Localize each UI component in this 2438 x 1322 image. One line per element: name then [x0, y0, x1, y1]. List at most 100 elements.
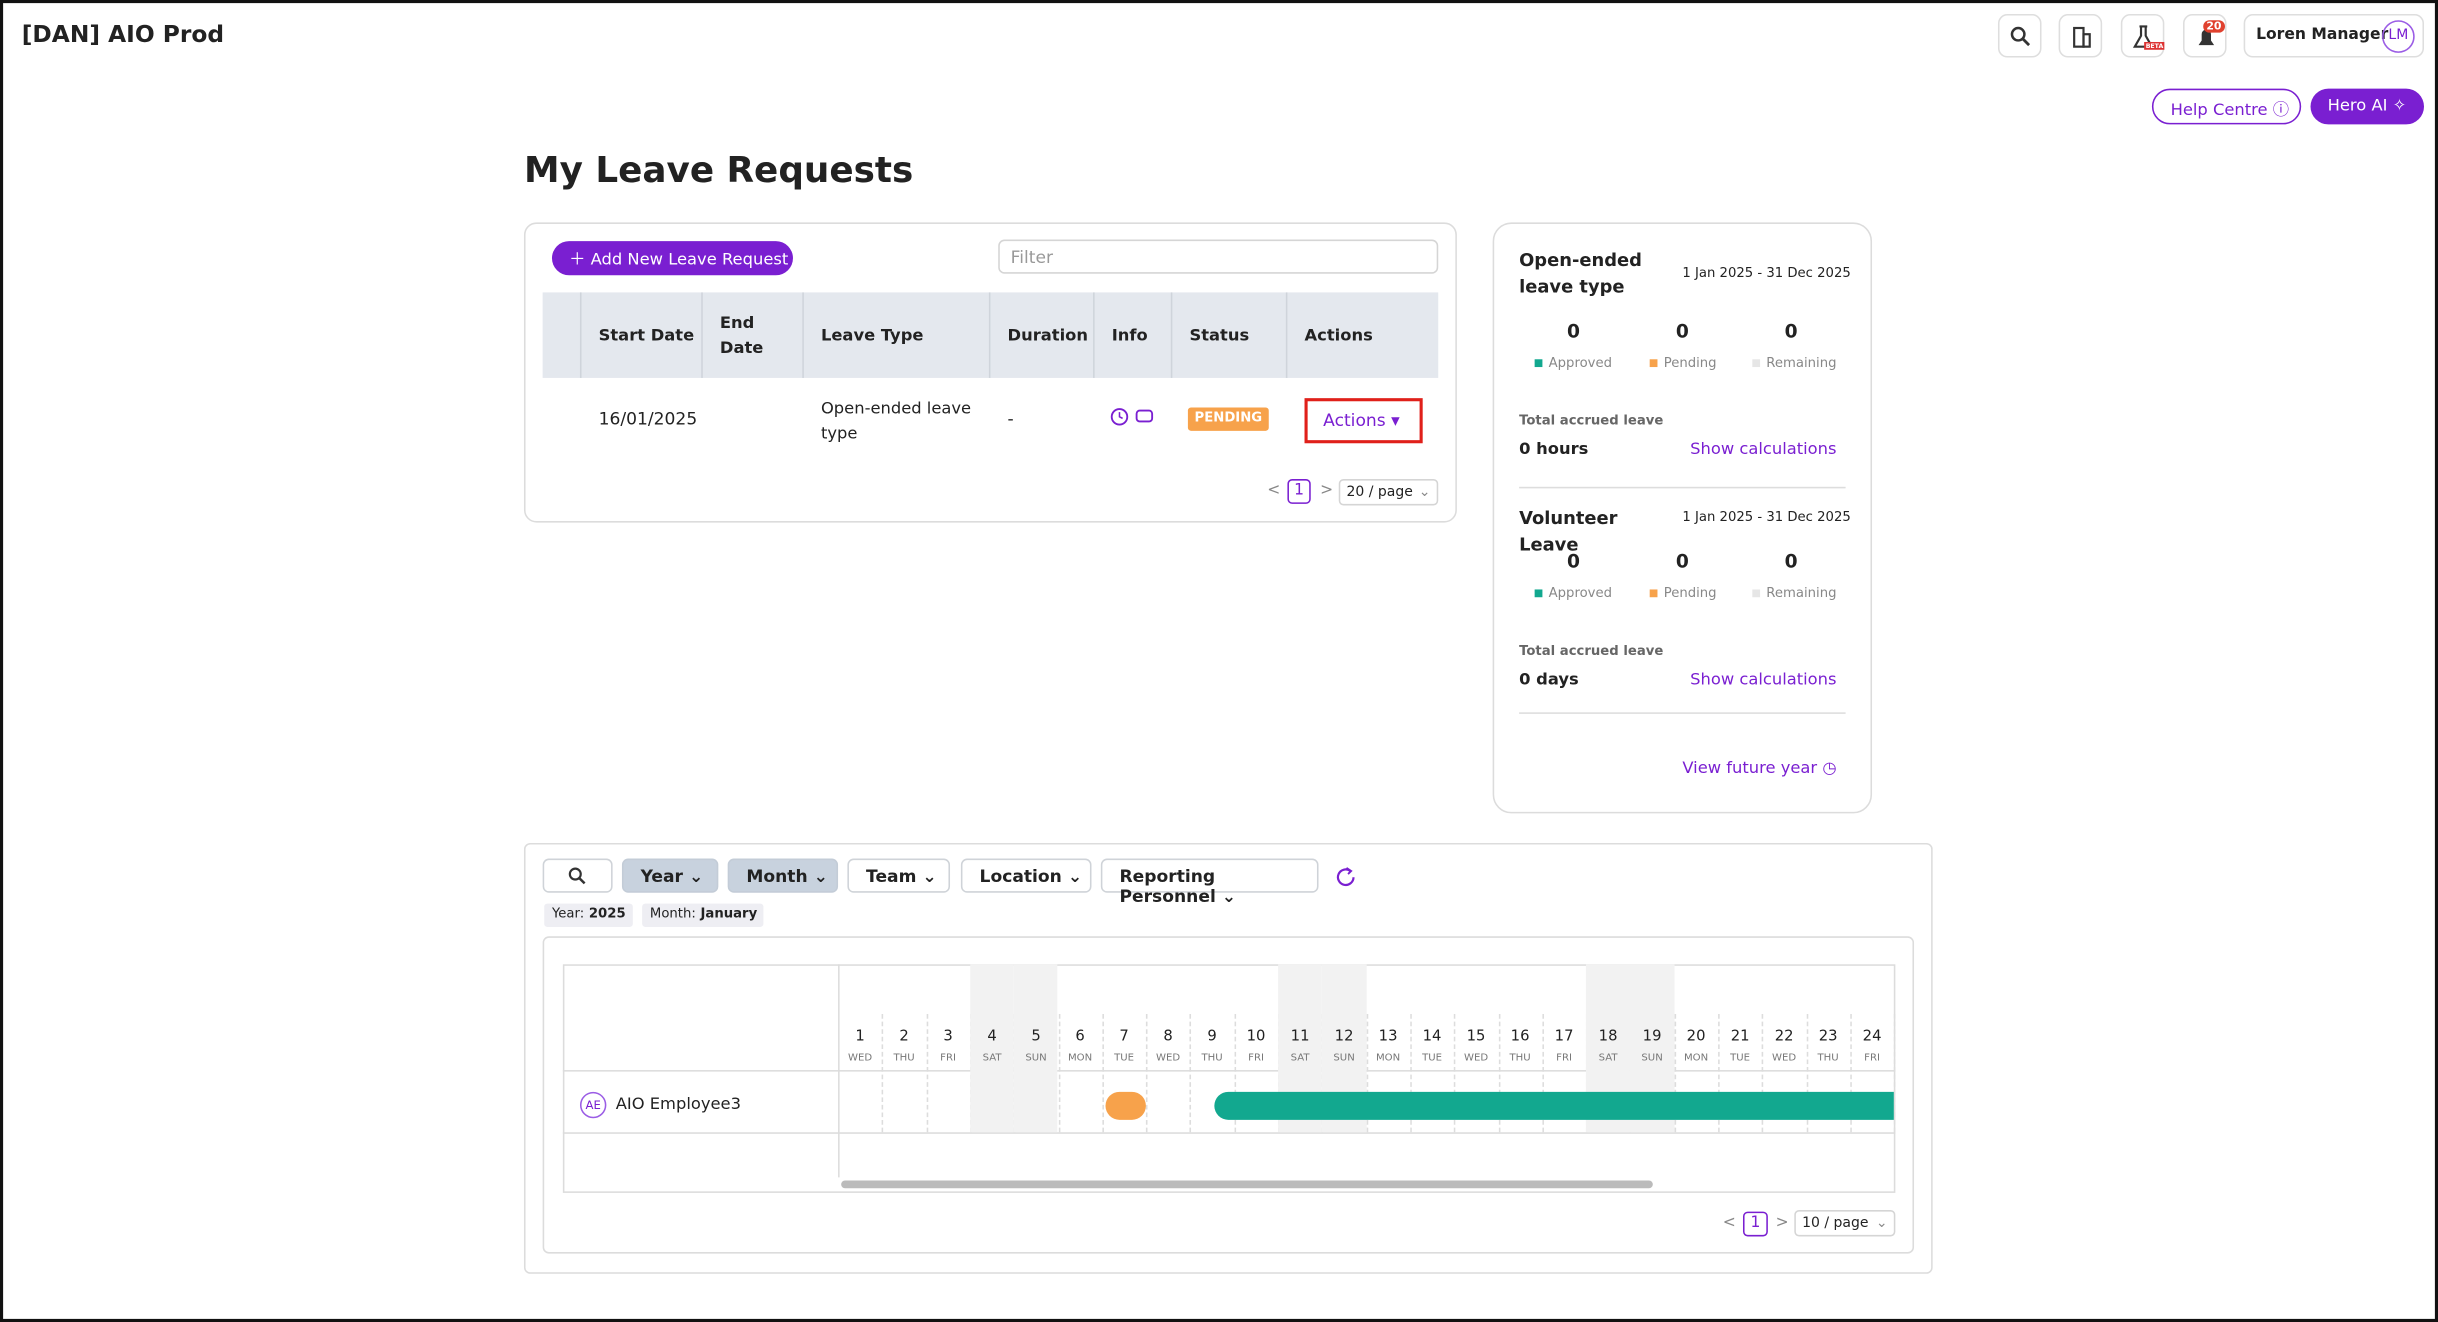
filter-dropdown[interactable]: Month ⌄ — [727, 858, 839, 893]
prev-page[interactable]: < — [1267, 482, 1281, 500]
legend-swatch — [1649, 589, 1658, 598]
notifications-button[interactable]: 20 — [2183, 13, 2227, 58]
search-icon — [2010, 26, 2031, 47]
leave-bar-approved — [1213, 1091, 1894, 1120]
filter-tag: Month: January — [642, 903, 764, 927]
filter-label: Month — [746, 866, 808, 887]
legend-swatch — [1752, 359, 1761, 368]
tag-value: January — [700, 906, 758, 923]
employee-name: AIO Employee3 — [615, 1094, 742, 1114]
help-centre-button[interactable]: Help Centre ⓘ — [2151, 88, 2302, 125]
day-weekday: SUN — [1025, 1051, 1047, 1064]
day-divider — [1674, 1014, 1676, 1133]
cell-duration: - — [1007, 409, 1014, 430]
hero-ai-button[interactable]: Hero AI ✧ — [2310, 88, 2425, 125]
legend-swatch — [1534, 359, 1543, 368]
day-number: 19 — [1642, 1028, 1662, 1046]
leave-name: Open-ended leave type — [1519, 248, 1642, 298]
balance-value: 0 — [1566, 320, 1580, 343]
day-divider — [1454, 1014, 1456, 1133]
calendar-panel — [542, 936, 1915, 1254]
filter-label: Location — [979, 866, 1062, 887]
filter-dropdown[interactable]: Year ⌄ — [621, 858, 719, 893]
current-page[interactable]: 1 — [1742, 1211, 1768, 1237]
page-size-select[interactable]: 10 / page ⌄ — [1794, 1210, 1896, 1237]
filter-placeholder: Filter — [1010, 247, 1054, 268]
prev-page[interactable]: < — [1722, 1214, 1736, 1232]
column-divider — [988, 292, 991, 378]
balance-value: 0 — [1566, 550, 1580, 573]
scrollbar[interactable] — [841, 1180, 1653, 1189]
legend-swatch — [1534, 589, 1543, 598]
filter-dropdown[interactable]: Reporting Personnel ⌄ — [1100, 858, 1319, 907]
day-weekday: MON — [1375, 1051, 1401, 1064]
actions-dropdown[interactable]: Actions ▾ — [1304, 398, 1423, 444]
page-size-select[interactable]: 20 / page ⌄ — [1338, 479, 1439, 506]
column-divider — [1285, 292, 1288, 378]
day-divider — [1894, 1014, 1896, 1133]
leave-name: Volunteer Leave — [1519, 507, 1618, 556]
calendar-search[interactable] — [542, 858, 613, 893]
beta-button[interactable]: BETA — [2120, 13, 2165, 58]
day-weekday: WED — [1463, 1051, 1489, 1064]
day-weekday: THU — [1817, 1051, 1839, 1064]
day-divider — [1234, 1014, 1236, 1133]
day-number: 10 — [1246, 1028, 1266, 1046]
employee-avatar: AE — [579, 1091, 607, 1119]
day-weekday: TUE — [1422, 1051, 1443, 1064]
filter-input[interactable]: Filter — [998, 239, 1439, 274]
future-link-label: View future year — [1682, 758, 1818, 778]
legend-label: Pending — [1663, 356, 1717, 372]
show-calculations[interactable]: Show calculations — [1690, 440, 1837, 459]
search-button[interactable] — [1997, 13, 2042, 58]
refresh-icon[interactable] — [1333, 863, 1361, 891]
filter-dropdown[interactable]: Location ⌄ — [960, 858, 1092, 893]
legend-label: Remaining — [1766, 586, 1837, 602]
day-number: 13 — [1378, 1028, 1398, 1046]
show-calculations[interactable]: Show calculations — [1690, 670, 1837, 689]
day-number: 6 — [1075, 1028, 1085, 1046]
legend-label: Approved — [1548, 356, 1613, 372]
day-weekday: THU — [893, 1051, 915, 1064]
day-divider — [1410, 1014, 1412, 1133]
user-menu[interactable]: Loren Manager LM — [2243, 13, 2425, 58]
cell-leave-type: Open-ended leave type — [820, 399, 972, 444]
day-weekday: SAT — [982, 1051, 1002, 1064]
column-divider — [1170, 292, 1173, 378]
day-weekday: WED — [847, 1051, 873, 1064]
column-header: Start Date — [598, 326, 695, 346]
filter-label: Reporting Personnel — [1119, 866, 1216, 907]
leave-bar-pending — [1105, 1091, 1147, 1120]
legend-label: Pending — [1663, 586, 1717, 602]
row-divider — [562, 1132, 1896, 1134]
page-size-label: 20 / page — [1346, 485, 1413, 501]
day-weekday: SAT — [1598, 1051, 1618, 1064]
org-button[interactable] — [2058, 13, 2103, 58]
day-number: 21 — [1730, 1028, 1750, 1046]
next-page[interactable]: > — [1320, 482, 1334, 500]
view-future-year[interactable]: View future year ◷ — [1682, 758, 1837, 778]
day-weekday: SAT — [1290, 1051, 1310, 1064]
day-divider — [1190, 1014, 1192, 1133]
day-divider — [1762, 1014, 1764, 1133]
day-divider — [1146, 1014, 1148, 1133]
bell-icon — [2198, 29, 2215, 46]
filter-tag: Year: 2025 — [544, 903, 633, 927]
balance-value: 0 — [1784, 550, 1798, 573]
next-page[interactable]: > — [1775, 1214, 1789, 1232]
current-page[interactable]: 1 — [1287, 479, 1311, 504]
filter-dropdown[interactable]: Team ⌄ — [847, 858, 951, 893]
balance-value: 0 — [1675, 320, 1689, 343]
day-weekday: WED — [1155, 1051, 1181, 1064]
accrued-value: 0 hours — [1519, 440, 1589, 459]
user-name: Loren Manager — [2256, 26, 2389, 44]
flask-icon — [2132, 25, 2154, 48]
page-title: My Leave Requests — [523, 150, 914, 192]
add-leave-button[interactable]: ＋ Add New Leave Request — [551, 241, 793, 276]
column-header: Duration — [1007, 326, 1089, 346]
column-header: Info — [1111, 326, 1148, 346]
day-weekday: MON — [1683, 1051, 1709, 1064]
day-weekday: THU — [1509, 1051, 1531, 1064]
filter-label: Year — [640, 866, 683, 887]
